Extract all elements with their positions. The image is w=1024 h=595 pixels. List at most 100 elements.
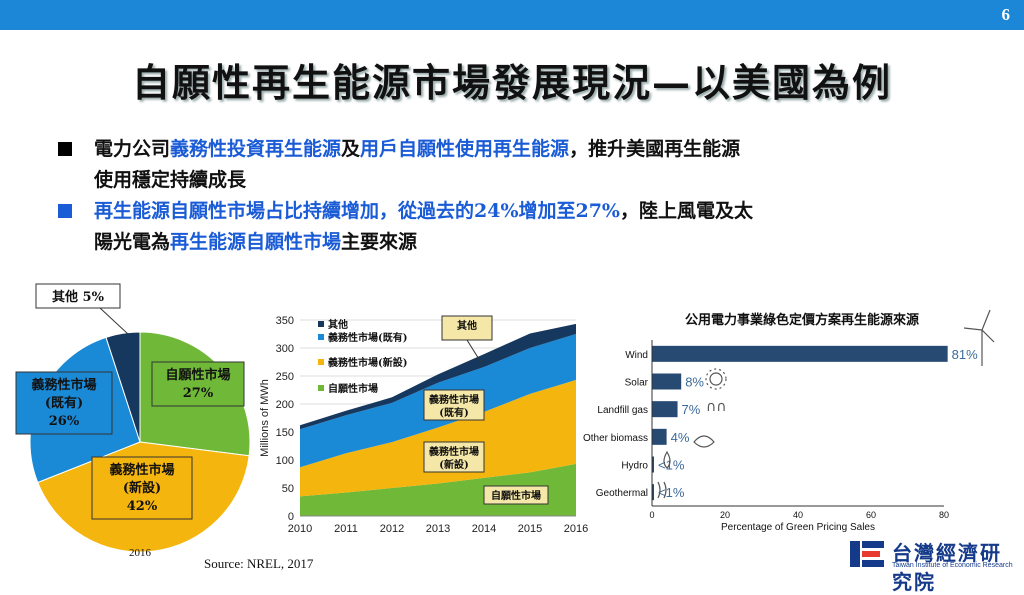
pie-data-label: 其他 5% (52, 289, 105, 305)
area-series (300, 379, 576, 497)
bar-category-label: Landfill gas (597, 405, 648, 416)
pie-caption: 2016 (129, 547, 152, 559)
bullet-text: ，陸上風電及太 (620, 200, 754, 222)
sun-disc (709, 372, 723, 386)
callout-label: (新設) (439, 458, 468, 471)
bullet-text: 使用穩定持續成長 (94, 169, 247, 191)
bar (652, 345, 948, 362)
slide-title: 自願性再生能源市場發展現況—以美國為例 (131, 60, 892, 105)
pie-data-label: (新設) (123, 480, 161, 496)
x-tick-label: 2014 (472, 523, 496, 535)
bullet-2-line-2: 陽光電為再生能源自願性市場主要來源 (94, 227, 958, 258)
bullet-list: 電力公司義務性投資再生能源及用戶自願性使用再生能源，推升美國再生能源 使用穩定持… (58, 134, 958, 258)
y-tick-label: 150 (276, 427, 294, 439)
bar-value-label: <1% (658, 485, 685, 500)
y-tick-label: 0 (288, 511, 294, 523)
bullet-1-line-1: 電力公司義務性投資再生能源及用戶自願性使用再生能源，推升美國再生能源 (94, 134, 958, 165)
x-axis-label: Percentage of Green Pricing Sales (721, 522, 875, 533)
bullet-text: 陽光電為 (94, 231, 171, 253)
sun-icon (705, 368, 727, 390)
pie-label-box: 義務性市場 (新設) 42% (91, 456, 193, 520)
y-tick-label: 350 (276, 315, 294, 327)
leader-line (99, 307, 129, 335)
pie-data-label: 26% (49, 414, 80, 429)
x-tick-label: 80 (939, 510, 949, 520)
x-tick-label: 2016 (564, 523, 588, 535)
x-tick-label: 2010 (288, 523, 312, 535)
bar (652, 428, 667, 445)
callout-frame (483, 485, 549, 505)
bullet-text: ，推升美國再生能源 (569, 138, 741, 160)
bullet-text: 電力公司 (94, 138, 171, 160)
x-tick-label: 0 (649, 510, 654, 520)
bar-category-label: Solar (625, 378, 649, 389)
y-tick-label: 100 (276, 455, 294, 467)
y-axis-label: Millions of MWh (259, 379, 271, 457)
callout-other: 其他 (441, 315, 493, 341)
x-tick-label: 2015 (518, 523, 542, 535)
callout-label: 自願性市場 (491, 489, 541, 502)
bar (652, 401, 678, 418)
label-box-frame (151, 361, 245, 407)
top-bar: 6 (0, 0, 1024, 30)
bullet-text: 主要來源 (341, 231, 418, 253)
pie-data-label: 義務性市場 (31, 377, 96, 393)
geothermal-icon (657, 481, 667, 499)
label-box-frame (15, 371, 113, 435)
x-tick-label: 2013 (426, 523, 450, 535)
label-box-frame (91, 456, 193, 520)
callout-leader (466, 339, 483, 365)
leaf-icon (693, 435, 715, 448)
bar-value-label: 81% (952, 347, 978, 362)
bullet-item-1: 電力公司義務性投資再生能源及用戶自願性使用再生能源，推升美國再生能源 使用穩定持… (58, 134, 958, 196)
legend-swatch (318, 359, 324, 365)
bullet-text: 及 (341, 138, 361, 160)
x-tick-label: 2011 (334, 523, 358, 535)
callout-frame (423, 389, 485, 421)
wind-turbine-icon (963, 309, 995, 366)
pie-data-label: 義務性市場 (109, 462, 174, 478)
x-tick-label: 40 (793, 510, 803, 520)
bar-value-label: 7% (682, 402, 701, 417)
bar-value-label: <1% (658, 458, 685, 473)
bar-category-label: Geothermal (596, 488, 648, 499)
legend-label: 義務性市場(新設) (328, 356, 407, 369)
callout-label: 其他 (457, 319, 477, 332)
pie-data-label: 27% (183, 386, 214, 401)
pie-label-box: 其他 5% (35, 283, 121, 309)
pie-label-box: 自願性市場 27% (151, 361, 245, 407)
bullet-text-highlight: 再生能源自願性市場 (170, 231, 342, 253)
legend-swatch (318, 385, 324, 391)
callout-label: 義務性市場 (429, 445, 479, 458)
bullet-item-2: 再生能源自願性市場占比持續增加，從過去的24%增加至27%，陸上風電及太 陽光電… (58, 196, 958, 258)
y-tick-label: 300 (276, 343, 294, 355)
pie-slice (105, 331, 141, 443)
bullet-2-line-1: 再生能源自願性市場占比持續增加，從過去的24%增加至27%，陸上風電及太 (94, 196, 958, 227)
page-number: 6 (1001, 5, 1011, 24)
bar-value-label: 4% (671, 430, 690, 445)
x-tick-label: 60 (866, 510, 876, 520)
legend-label: 義務性市場(既有) (328, 331, 407, 344)
y-tick-label: 50 (282, 483, 294, 495)
y-tick-label: 250 (276, 371, 294, 383)
area-series (300, 323, 576, 430)
legend-label: 其他 (328, 318, 348, 331)
x-tick-label: 20 (720, 510, 730, 520)
bullet-text-highlight: 用戶自願性使用再生能源 (360, 138, 570, 160)
y-tick-label: 200 (276, 399, 294, 411)
turbine-blade (963, 327, 983, 331)
bar (652, 373, 682, 390)
landfill-icon: ∩∩ (706, 399, 727, 415)
bar-chart: 公用電力事業綠色定價方案再生能源來源 Wind 81% Solar 8% Landfill… (583, 309, 995, 533)
bullet-text-highlight: 再生能源自願性市場占比持續增加，從過去的24%增加至27% (94, 200, 620, 222)
source-note: Source: NREL, 2017 (204, 556, 314, 571)
bullet-text-highlight: 義務性投資再生能源 (170, 138, 342, 160)
bar (652, 456, 654, 473)
callout-frame (423, 441, 485, 473)
legend-swatch (318, 334, 324, 340)
square-bullet-icon (58, 204, 72, 218)
tier-logo: 台灣經濟研究院 Taiwan Institute of Economic Res… (848, 537, 1018, 594)
pie-label-box: 義務性市場 (既有) 26% (15, 371, 113, 435)
callout-label: 義務性市場 (429, 393, 479, 406)
bar-value-label: 8% (685, 375, 704, 390)
